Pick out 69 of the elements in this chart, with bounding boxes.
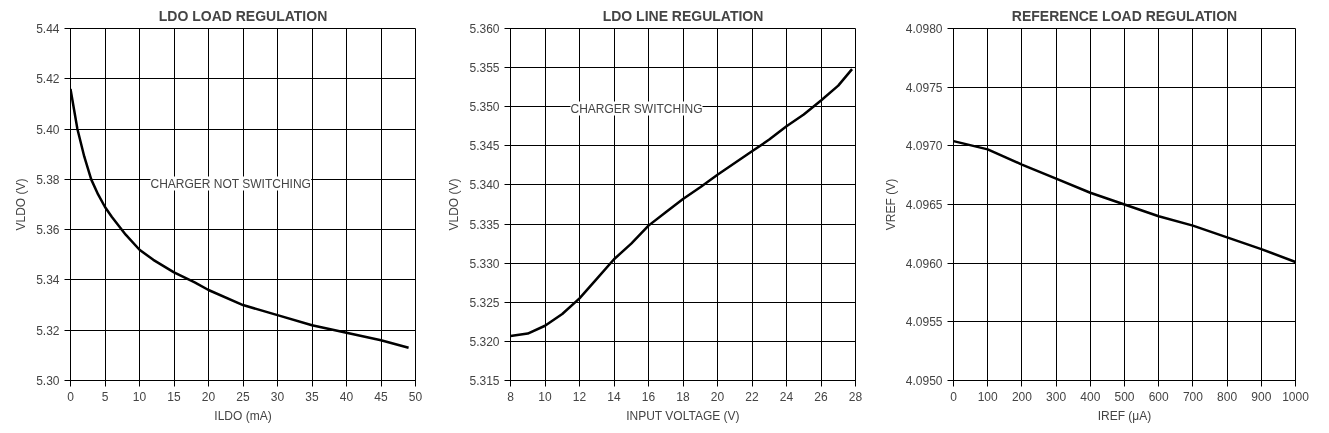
x-tick-label: 45 xyxy=(374,389,388,404)
y-tick-label: 5.44 xyxy=(36,22,60,36)
y-tick-label: 5.340 xyxy=(469,178,500,193)
x-tick-label: 0 xyxy=(950,389,958,404)
x-tick-label: 1000 xyxy=(1282,389,1310,404)
annotation: CHARGER NOT SWITCHING xyxy=(150,176,311,191)
chart-title: REFERENCE LOAD REGULATION xyxy=(1011,7,1238,24)
x-tick-label: 20 xyxy=(710,389,725,404)
y-tick-label: 5.360 xyxy=(469,22,500,36)
x-tick-label: 15 xyxy=(167,389,181,404)
x-axis-title: INPUT VOLTAGE (V) xyxy=(626,408,740,423)
annotation: CHARGER SWITCHING xyxy=(570,101,703,116)
x-tick-label: 35 xyxy=(305,389,319,404)
y-tick-label: 4.0975 xyxy=(905,80,943,95)
y-tick-label: 5.40 xyxy=(36,122,60,137)
x-tick-label: 5 xyxy=(101,389,109,404)
y-axis-title: VLDO (V) xyxy=(14,178,29,231)
x-tick-label: 14 xyxy=(607,389,621,404)
x-tick-label: 22 xyxy=(745,389,759,404)
x-tick-label: 25 xyxy=(236,389,250,404)
y-tick-label: 4.0960 xyxy=(905,256,943,271)
y-tick-label: 5.355 xyxy=(469,61,500,76)
y-tick-label: 5.320 xyxy=(469,334,500,349)
x-tick-label: 200 xyxy=(1011,389,1033,404)
x-tick-label: 28 xyxy=(848,389,863,404)
x-tick-label: 700 xyxy=(1182,389,1204,404)
chart-title: LDO LINE REGULATION xyxy=(602,7,764,24)
x-tick-label: 600 xyxy=(1148,389,1170,404)
x-tick-label: 300 xyxy=(1046,389,1067,404)
x-tick-label: 500 xyxy=(1114,389,1135,404)
y-tick-label: 4.0970 xyxy=(905,139,943,154)
y-tick-label: 5.315 xyxy=(469,374,500,388)
x-tick-label: 12 xyxy=(572,389,587,404)
x-tick-label: 10 xyxy=(132,389,147,404)
y-tick-label: 5.345 xyxy=(469,139,500,154)
x-tick-label: 8 xyxy=(507,389,515,404)
y-tick-label: 5.330 xyxy=(469,256,500,271)
chart-title: LDO LOAD REGULATION xyxy=(158,7,328,24)
y-axis-title: VLDO (V) xyxy=(447,178,462,231)
x-tick-label: 50 xyxy=(408,389,423,404)
x-axis-title: ILDO (mA) xyxy=(214,408,272,423)
y-tick-label: 5.32 xyxy=(36,323,60,338)
y-tick-label: 5.30 xyxy=(36,374,60,388)
x-tick-label: 10 xyxy=(538,389,552,404)
y-tick-label: 4.0965 xyxy=(905,198,943,212)
y-tick-label: 5.38 xyxy=(36,172,60,187)
y-tick-label: 5.325 xyxy=(469,295,500,310)
x-tick-label: 900 xyxy=(1251,389,1272,404)
y-axis-title: VREF (V) xyxy=(883,178,898,231)
x-tick-label: 24 xyxy=(779,389,794,404)
y-tick-label: 5.335 xyxy=(469,217,500,232)
x-axis-title: IREF (μA) xyxy=(1097,408,1152,423)
x-tick-label: 0 xyxy=(67,389,75,404)
x-tick-label: 26 xyxy=(814,389,828,404)
y-tick-label: 4.0955 xyxy=(905,315,943,330)
x-tick-label: 30 xyxy=(270,389,285,404)
y-tick-label: 5.34 xyxy=(36,273,60,288)
x-tick-label: 800 xyxy=(1217,389,1238,404)
y-tick-label: 4.0950 xyxy=(905,374,943,388)
x-tick-label: 400 xyxy=(1080,389,1101,404)
y-tick-label: 5.36 xyxy=(36,223,60,238)
y-tick-label: 4.0980 xyxy=(905,22,943,36)
y-tick-label: 5.42 xyxy=(36,72,60,87)
x-tick-label: 40 xyxy=(339,389,354,404)
x-tick-label: 100 xyxy=(977,389,999,404)
x-tick-label: 18 xyxy=(676,389,690,404)
x-tick-label: 16 xyxy=(641,389,656,404)
x-tick-label: 20 xyxy=(201,389,216,404)
y-tick-label: 5.350 xyxy=(469,100,500,115)
